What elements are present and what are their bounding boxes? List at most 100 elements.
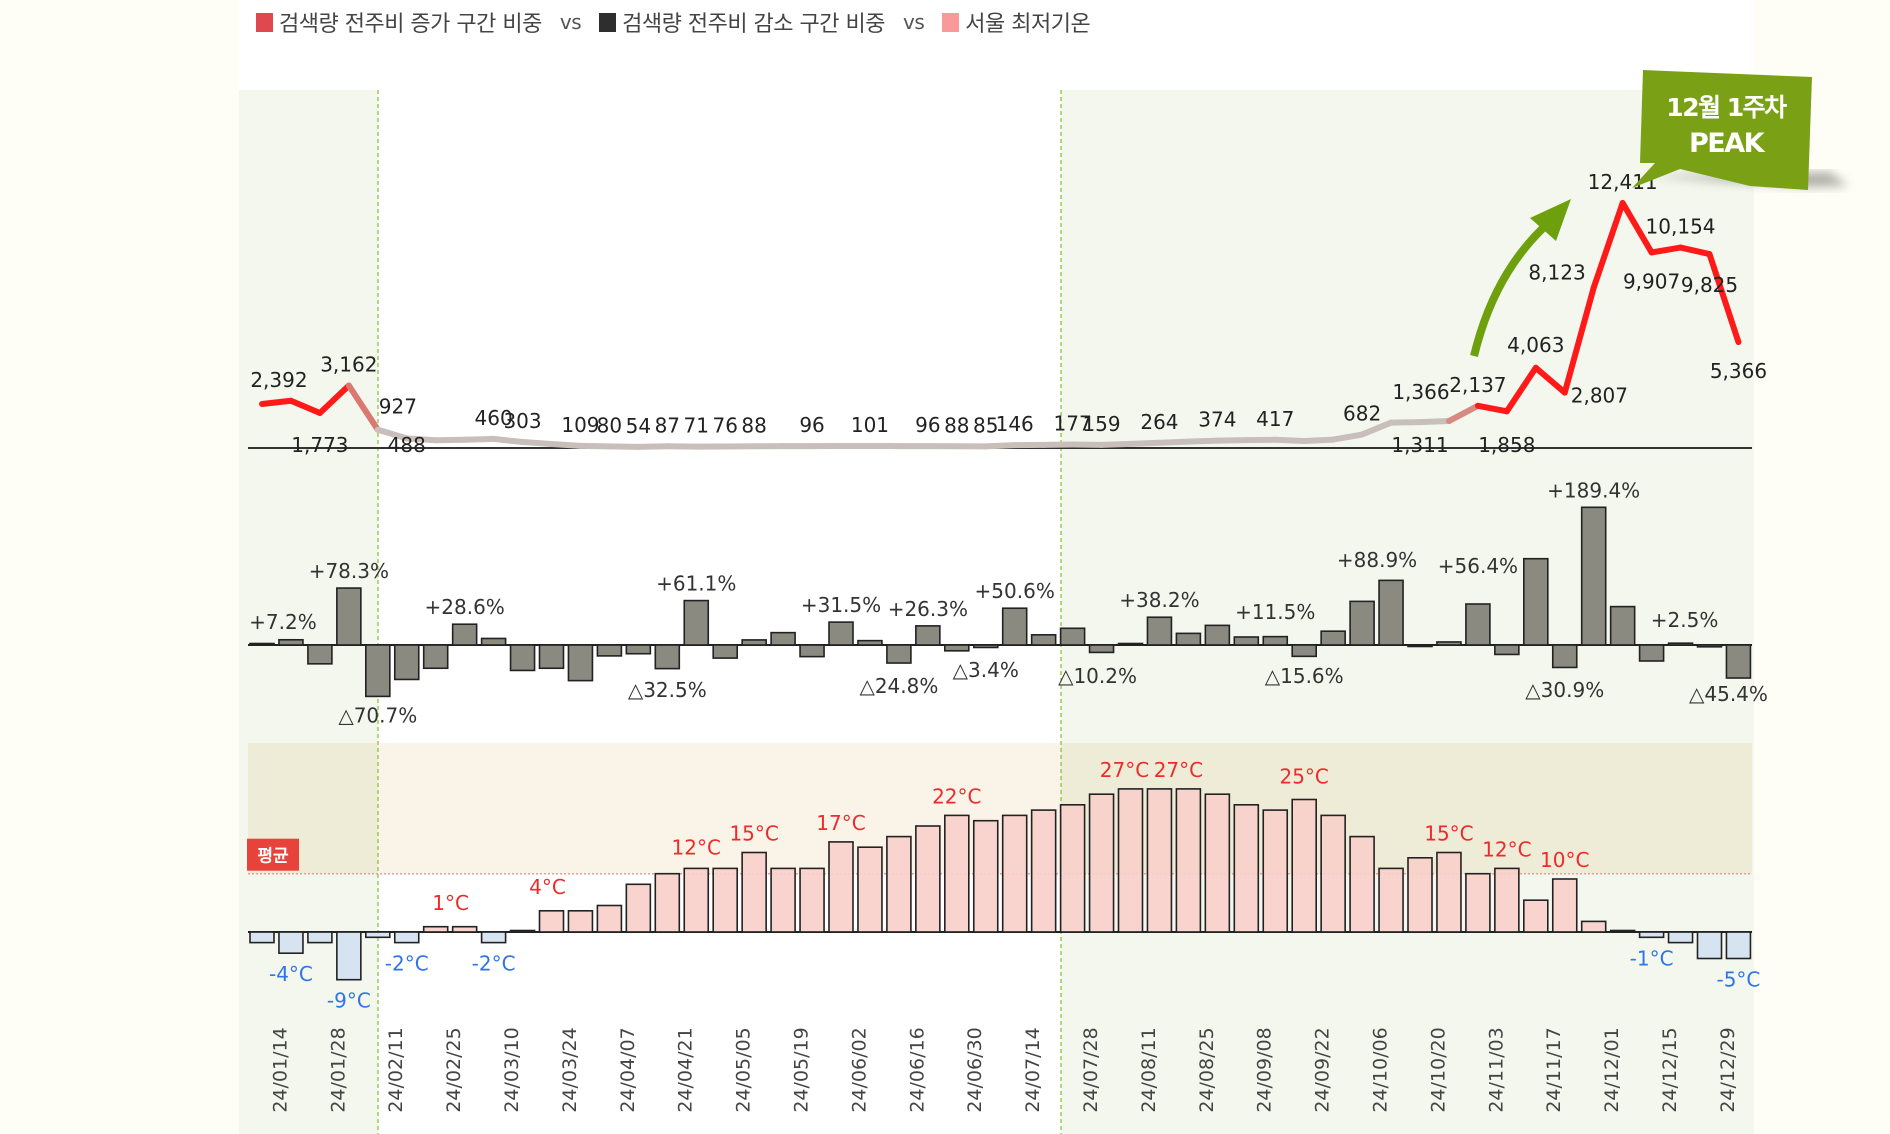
change-bar [596, 644, 623, 657]
x-tick-label: 24/07/14 [1022, 1027, 1044, 1112]
x-tick-label: 24/12/29 [1717, 1027, 1739, 1112]
change-value-label: +50.6% [975, 579, 1055, 603]
temperature-bar [886, 835, 912, 933]
x-tick-label: 24/09/08 [1254, 1027, 1276, 1112]
change-bar [828, 621, 854, 646]
change-value-label: △24.8% [859, 674, 938, 698]
peak-annotation: 12월 1주차 PEAK [1470, 70, 1848, 357]
temperature-bar [654, 872, 681, 933]
line-segment [1185, 437, 1221, 445]
temperature-bar [1030, 809, 1057, 933]
line-segment [548, 441, 584, 449]
legend-item-temperature: 서울 최저기온 [942, 6, 1091, 38]
temperature-bar [1088, 793, 1115, 933]
change-bar [1175, 632, 1202, 646]
line-value-label: 682 [1343, 402, 1381, 426]
temperature-value-label: 15°C [1424, 822, 1473, 846]
temperature-bar [538, 909, 565, 933]
temperature-bar [249, 931, 275, 944]
temperature-bar [480, 931, 507, 944]
line-value-label: 159 [1082, 412, 1120, 436]
line-value-label: 101 [851, 413, 889, 437]
temperature-bar [972, 819, 999, 933]
temperature-value-label: -5°C [1716, 968, 1760, 992]
line-segment [490, 435, 526, 446]
line-segment [982, 442, 1018, 450]
line-segment [1590, 200, 1626, 291]
change-bar [1117, 642, 1144, 646]
change-value-label: △10.2% [1058, 664, 1137, 688]
temperature-value-label: 12°C [672, 835, 721, 859]
line-segment [1214, 437, 1250, 444]
line-segment [1098, 440, 1134, 448]
temperature-bar [770, 867, 796, 933]
line-segment [259, 397, 294, 407]
temperature-bar [509, 929, 536, 933]
line-segment [1677, 244, 1713, 258]
change-value-label: +7.2% [249, 610, 317, 634]
temperature-bar [857, 846, 883, 933]
line-value-label: 417 [1256, 407, 1294, 431]
change-bar [683, 599, 710, 646]
change-bar [249, 642, 275, 646]
temperature-bar [336, 931, 362, 981]
temperature-bar [1291, 798, 1317, 933]
plot-background [239, 0, 1754, 1134]
line-segment [1417, 418, 1452, 426]
x-tick-label: 24/11/03 [1485, 1027, 1507, 1112]
line-value-label: 88 [741, 413, 766, 437]
line-value-label: 1,311 [1391, 433, 1448, 457]
line-value-label: 9,825 [1681, 273, 1738, 297]
change-bar [307, 644, 333, 665]
change-bar [393, 644, 420, 681]
temperature-bar [1001, 814, 1028, 933]
line-value-label: 488 [388, 433, 426, 457]
x-tick-label: 24/06/02 [848, 1027, 870, 1112]
x-tick-label: 24/10/20 [1427, 1027, 1449, 1112]
temperature-bar [1725, 931, 1752, 960]
temperature-bar [1580, 920, 1607, 933]
line-segment [1474, 402, 1510, 415]
change-value-label: +28.6% [425, 595, 505, 619]
line-value-label: 109 [561, 413, 599, 437]
change-bar [1262, 635, 1289, 646]
x-tick-label: 24/01/28 [327, 1027, 349, 1112]
line-value-label: 2,137 [1449, 373, 1506, 397]
x-tick-label: 24/09/22 [1312, 1027, 1334, 1112]
change-bar [915, 625, 941, 646]
change-value-label: △30.9% [1525, 678, 1604, 702]
line-value-label: 1,858 [1478, 433, 1535, 457]
line-segment [432, 436, 468, 444]
line-value-label: 8,123 [1528, 261, 1585, 285]
change-bar [654, 644, 681, 670]
temperature-bar [1465, 872, 1491, 933]
line-segment [374, 426, 410, 442]
legend-separator: vs [559, 10, 582, 34]
change-bar [1609, 605, 1636, 646]
line-segment [519, 439, 555, 448]
change-bar [567, 644, 594, 682]
temperature-value-label: -2°C [472, 952, 516, 976]
line-segment [606, 443, 642, 450]
change-value-label: +38.2% [1119, 588, 1199, 612]
x-tick-label: 24/10/06 [1369, 1027, 1391, 1112]
temperature-bar [1349, 835, 1375, 933]
trend-arrowhead-icon [1530, 199, 1571, 241]
change-bar [741, 639, 767, 646]
temperature-value-label: 27°C [1100, 758, 1149, 782]
change-bar [538, 644, 565, 670]
temperature-bar [1320, 814, 1346, 933]
change-bar [480, 637, 507, 646]
change-bar [1349, 600, 1375, 646]
change-value-label: +56.4% [1438, 554, 1518, 578]
change-bar [625, 644, 652, 655]
line-segment [1301, 436, 1337, 445]
temperature-value-label: 25°C [1279, 765, 1328, 789]
temperature-bar [567, 909, 594, 933]
temperature-bar [1494, 867, 1520, 933]
change-bar [770, 631, 796, 646]
change-bar [1725, 644, 1752, 679]
change-bar [1494, 644, 1520, 656]
